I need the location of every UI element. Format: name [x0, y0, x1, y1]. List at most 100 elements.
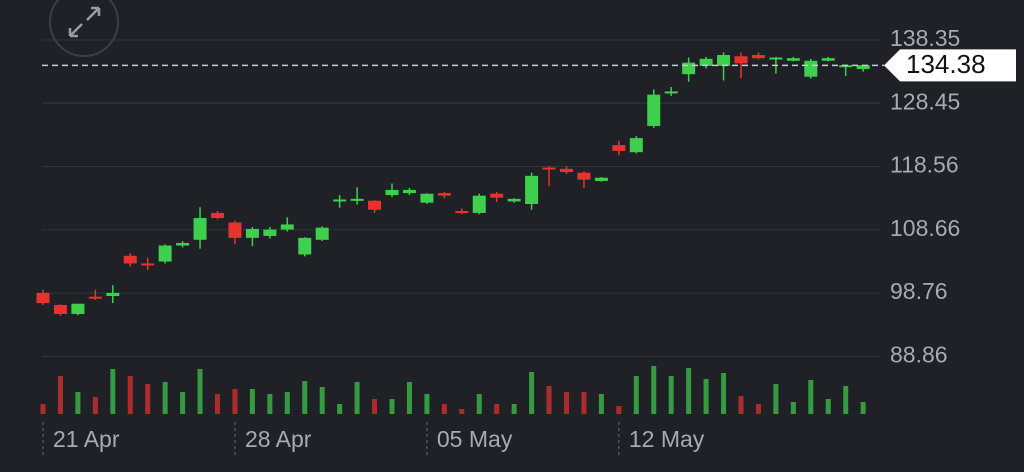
expand-icon[interactable] [68, 6, 101, 38]
volume-bar [75, 392, 81, 414]
candle-body [821, 58, 835, 61]
y-tick-label: 118.56 [890, 152, 959, 178]
volume-bar [406, 382, 412, 414]
expand-button[interactable] [49, 0, 119, 57]
expand-circle[interactable] [49, 0, 119, 57]
x-tick-label: 28 Apr [245, 426, 312, 452]
candle-body [612, 145, 626, 151]
candle-body [106, 292, 120, 297]
y-tick-label: 88.86 [890, 341, 948, 367]
candle-body [420, 193, 434, 203]
candle-body [88, 296, 102, 299]
candle-body [158, 245, 172, 262]
candle-body [647, 94, 661, 126]
volume-bar [721, 373, 727, 414]
last-price-label: 134.38 [906, 49, 986, 79]
volume-bar [215, 394, 220, 414]
volume-bar [424, 394, 430, 414]
y-tick-label: 128.45 [890, 88, 960, 114]
volume-bar [843, 386, 849, 414]
volume-bar [790, 402, 796, 414]
volume-bar [354, 382, 360, 414]
volume-bar [267, 394, 273, 414]
volume-bar [546, 386, 552, 414]
volume-bar [459, 409, 465, 414]
volume-bar [494, 404, 500, 414]
candle-body [437, 193, 451, 196]
candle-body [682, 62, 696, 75]
candle-body [751, 54, 765, 59]
candle-body [333, 199, 347, 202]
volume-bar [564, 392, 569, 414]
candle-body [542, 167, 556, 170]
volume-bar [529, 372, 535, 414]
candle-body [490, 193, 504, 198]
volume-bar [232, 389, 238, 414]
candle-body [594, 177, 608, 181]
candle-body [123, 255, 137, 264]
volume-bar [180, 392, 186, 414]
candle-body [141, 263, 155, 266]
candle-body [804, 60, 818, 77]
volume-bar [92, 397, 98, 414]
candle-body [53, 305, 67, 314]
candle-body [298, 237, 312, 255]
candle-body [455, 211, 469, 214]
volume-bar [686, 368, 692, 414]
candle-body [36, 292, 50, 304]
candle-body [734, 56, 748, 64]
candle-body [315, 227, 329, 240]
volume-bar [110, 369, 116, 414]
candle-body [280, 224, 294, 230]
candle-body [699, 58, 713, 66]
candle-body [228, 222, 242, 238]
candle-body [402, 189, 416, 194]
volume-bar [372, 399, 378, 414]
volume-bar [249, 389, 255, 414]
volume-bar [581, 392, 587, 414]
candle-body [786, 58, 800, 61]
volume-bar [598, 394, 604, 414]
volume-bar [162, 382, 168, 414]
volume-bar [197, 369, 203, 414]
volume-bar [616, 406, 622, 414]
candle-body [176, 242, 190, 246]
candle-body [560, 168, 573, 173]
volume-bar [633, 376, 639, 414]
candle-body [856, 65, 870, 70]
volume-bar [40, 404, 46, 414]
volume-bar [389, 399, 395, 414]
volume-bar [127, 376, 133, 414]
candle-body [350, 198, 364, 201]
candle-body [472, 195, 486, 213]
volume-bar [755, 404, 761, 414]
candle-body [577, 172, 591, 180]
candle-body [664, 91, 678, 94]
y-tick-label: 108.66 [890, 215, 960, 241]
y-tick-label: 98.76 [890, 278, 948, 304]
volume-bar [476, 394, 482, 414]
candle-body [769, 57, 783, 60]
volume-bar [651, 366, 657, 414]
candle-body [193, 218, 207, 240]
candle-body [717, 54, 731, 66]
y-tick-label: 138.35 [890, 25, 960, 51]
volume-bar [319, 387, 325, 414]
x-tick-label: 21 Apr [53, 426, 120, 452]
volume-bar [441, 404, 447, 414]
volume-bar [808, 380, 814, 414]
candle-body [629, 138, 643, 153]
volume-bar [145, 384, 151, 414]
candle-body [385, 189, 399, 196]
candle-body [525, 175, 539, 204]
volume-bar [511, 404, 517, 414]
candle-body [839, 65, 853, 68]
x-tick-label: 05 May [437, 426, 513, 452]
volume-bar [337, 404, 343, 414]
volume-bar [738, 396, 744, 414]
volume-bar [284, 392, 290, 414]
volume-bar [703, 379, 709, 414]
volume-bar [825, 399, 831, 414]
